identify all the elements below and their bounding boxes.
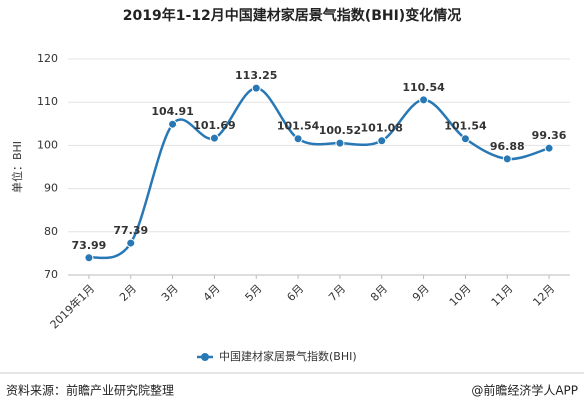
- value-label: 101.08: [361, 122, 403, 135]
- point: [251, 83, 261, 93]
- x-tick-label: 12月: [530, 282, 557, 309]
- value-label: 73.99: [72, 239, 107, 252]
- y-tick-label: 120: [37, 52, 58, 65]
- y-tick-label: 70: [44, 268, 58, 281]
- y-tick-label: 80: [44, 225, 58, 238]
- x-tick-label: 10月: [447, 282, 474, 309]
- point: [419, 95, 429, 105]
- x-tick-label: 8月: [368, 282, 390, 304]
- value-label: 113.25: [235, 69, 277, 82]
- point: [335, 138, 345, 148]
- x-tick-label: 4月: [201, 282, 223, 304]
- point: [293, 134, 303, 144]
- x-tick-label: 9月: [410, 282, 432, 304]
- point: [84, 253, 94, 263]
- value-label: 101.69: [193, 119, 235, 132]
- x-tick-label: 11月: [489, 282, 516, 309]
- x-tick-label: 7月: [326, 282, 348, 304]
- value-label: 104.91: [151, 105, 193, 118]
- legend-label: 中国建材家居景气指数(BHI): [219, 349, 357, 363]
- value-label: 110.54: [402, 81, 445, 94]
- legend-marker: [201, 353, 209, 361]
- value-label: 99.36: [532, 129, 567, 142]
- point: [377, 136, 387, 146]
- value-label: 77.39: [113, 224, 148, 237]
- x-tick-label: 6月: [284, 282, 306, 304]
- value-label: 100.52: [319, 124, 361, 137]
- point: [502, 154, 512, 164]
- chart-title: 2019年1-12月中国建材家居景气指数(BHI)变化情况: [123, 7, 461, 24]
- y-tick-label: 110: [37, 95, 58, 108]
- x-tick-label: 2019年1月: [47, 281, 97, 331]
- point: [126, 238, 136, 248]
- x-tick-label: 3月: [159, 282, 181, 304]
- point: [544, 143, 554, 153]
- y-tick-label: 100: [37, 138, 58, 151]
- y-axis-label: 单位：BHI: [10, 141, 24, 193]
- y-tick-label: 90: [44, 182, 58, 195]
- footer-credit: @前瞻经济学人APP: [471, 383, 578, 398]
- x-tick-label: 5月: [243, 282, 265, 304]
- point: [168, 119, 178, 129]
- point: [460, 134, 470, 144]
- x-tick-label: 2月: [117, 282, 139, 304]
- value-label: 101.54: [277, 120, 320, 133]
- footer-source: 资料来源：前瞻产业研究院整理: [6, 383, 174, 398]
- point: [209, 133, 219, 143]
- value-label: 101.54: [444, 120, 487, 133]
- value-label: 96.88: [490, 140, 525, 153]
